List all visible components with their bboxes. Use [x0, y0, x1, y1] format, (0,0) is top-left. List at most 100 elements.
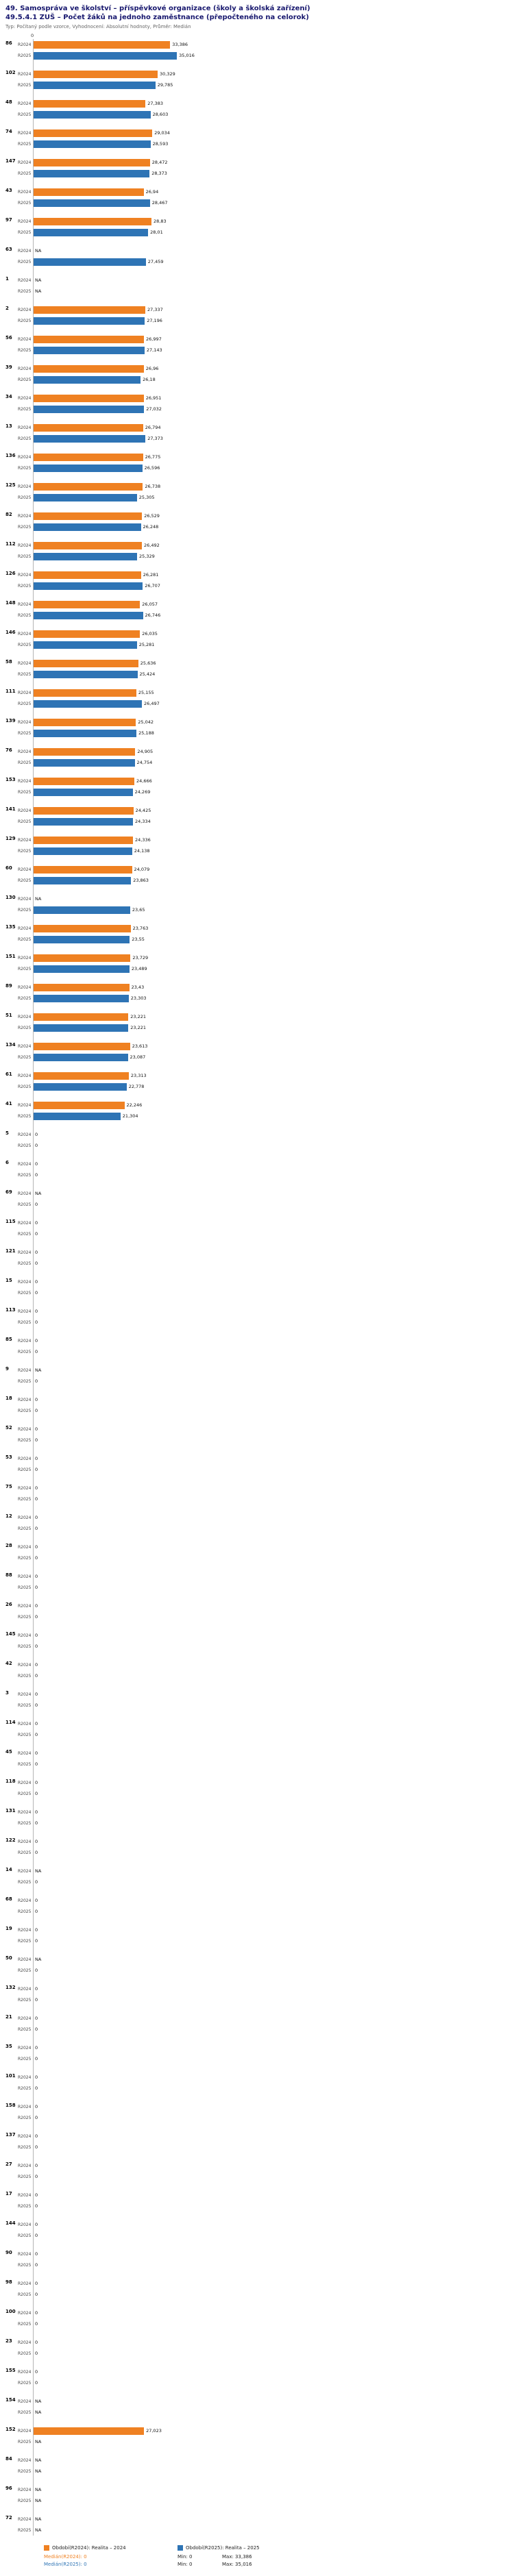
- bar: [33, 729, 137, 737]
- row-lines: R2024 NA R2025 0: [18, 1188, 509, 1210]
- row-id: 72: [5, 2515, 12, 2521]
- series-label: R2025: [18, 642, 32, 647]
- row-id: 52: [5, 1425, 12, 1431]
- bar-value: 0: [35, 2380, 38, 2386]
- row-id: 17: [5, 2191, 12, 2196]
- bar-value: 0: [35, 1898, 38, 1903]
- series-label: R2024: [18, 1367, 32, 1373]
- bar: [33, 1042, 130, 1050]
- row-id: 58: [5, 659, 12, 665]
- series-label: R2024: [18, 2045, 32, 2051]
- row-line-r2024: R2024 27,023: [18, 2425, 509, 2436]
- chart-row: 118 R2024 0 R2025 0: [5, 1777, 509, 1799]
- row-line-r2024: R2024 NA: [18, 2396, 509, 2407]
- row-line-r2024: R2024 0: [18, 1394, 509, 1405]
- bar-value: 0: [35, 1585, 38, 1590]
- series-label: R2024: [18, 1574, 32, 1579]
- row-id: 155: [5, 2368, 16, 2373]
- bar-chart: 0 86 R2024 33,386 R2025 35,016 102: [5, 33, 509, 2536]
- chart-row: 151 R2024 23,729 R2025 23,489: [5, 952, 509, 974]
- row-line-r2024: R2024 29,034: [18, 127, 509, 138]
- row-lines: R2024 0 R2025 0: [18, 1777, 509, 1799]
- series-label: R2024: [18, 2192, 32, 2198]
- row-id: 6: [5, 1160, 9, 1165]
- series-label: R2024: [18, 808, 32, 813]
- bar: [33, 99, 146, 108]
- chart-row: 89 R2024 23,43 R2025 23,303: [5, 982, 509, 1004]
- bar-value: 0: [35, 1761, 38, 1767]
- chart-row: 136 R2024 26,775 R2025 26,596: [5, 451, 509, 473]
- row-line-r2025: R2025 0: [18, 1494, 509, 1504]
- chart-row: 50 R2024 NA R2025 0: [5, 1954, 509, 1976]
- bar-value: NA: [35, 2498, 42, 2503]
- series-label: R2025: [18, 141, 32, 147]
- bar-value: 27,383: [147, 101, 164, 106]
- bar-value: 0: [35, 1673, 38, 1679]
- bar: [33, 375, 141, 384]
- chart-row: 21 R2024 0 R2025 0: [5, 2013, 509, 2035]
- row-line-r2025: R2025 0: [18, 1287, 509, 1298]
- row-line-r2024: R2024 26,94: [18, 186, 509, 197]
- row-line-r2025: R2025 NA: [18, 2525, 509, 2536]
- chart-row: 86 R2024 33,386 R2025 35,016: [5, 39, 509, 61]
- bar-value: 0: [35, 1968, 38, 1973]
- row-id: 48: [5, 99, 12, 105]
- series-label: R2024: [18, 602, 32, 607]
- bar-value: 24,269: [134, 789, 151, 795]
- row-line-r2024: R2024 26,035: [18, 628, 509, 639]
- bar-value: 27,032: [146, 406, 162, 412]
- series-label: R2025: [18, 730, 32, 736]
- row-line-r2025: R2025 0: [18, 1641, 509, 1652]
- row-line-r2024: R2024 0: [18, 1571, 509, 1582]
- series-label: R2025: [18, 2439, 32, 2444]
- row-line-r2024: R2024 0: [18, 2072, 509, 2083]
- bar-value: 26,18: [143, 377, 156, 382]
- row-lines: R2024 0 R2025 0: [18, 2337, 509, 2359]
- series-label: R2024: [18, 1485, 32, 1491]
- chart-row: 100 R2024 0 R2025 0: [5, 2307, 509, 2329]
- bar: [33, 482, 143, 491]
- bar-value: 25,424: [139, 671, 156, 677]
- chart-row: 97 R2024 28,83 R2025 28,01: [5, 216, 509, 238]
- row-id: 100: [5, 2309, 16, 2314]
- row-id: 13: [5, 423, 12, 429]
- row-line-r2024: R2024 0: [18, 1807, 509, 1818]
- row-lines: R2024 0 R2025 0: [18, 1571, 509, 1593]
- chart-row: 72 R2024 NA R2025 NA: [5, 2514, 509, 2536]
- series-label: R2024: [18, 543, 32, 548]
- row-line-r2025: R2025 26,248: [18, 521, 509, 532]
- bar: [33, 788, 133, 796]
- series-label: R2024: [18, 1633, 32, 1638]
- row-line-r2025: R2025 23,087: [18, 1052, 509, 1063]
- chart-row: 130 R2024 NA R2025 23,65: [5, 893, 509, 915]
- row-lines: R2024 0 R2025 0: [18, 1453, 509, 1475]
- chart-row: 102 R2024 30,329 R2025 29,785: [5, 69, 509, 90]
- row-line-r2024: R2024 24,666: [18, 776, 509, 787]
- bar-value: 0: [35, 2045, 38, 2051]
- bar-value: 0: [35, 1721, 38, 1726]
- chart-row: 63 R2024 NA R2025 27,459: [5, 245, 509, 267]
- series-label: R2025: [18, 1968, 32, 1973]
- chart-row: 153 R2024 24,666 R2025 24,269: [5, 776, 509, 797]
- chart-row: 2 R2024 27,337 R2025 27,196: [5, 304, 509, 326]
- row-lines: R2024 27,023 R2025 NA: [18, 2425, 509, 2447]
- row-line-r2024: R2024 0: [18, 2101, 509, 2112]
- bar: [33, 306, 145, 314]
- row-lines: R2024 0 R2025 0: [18, 2072, 509, 2094]
- bar-value: 0: [35, 1820, 38, 1826]
- row-lines: R2024 0 R2025 0: [18, 2160, 509, 2182]
- series-label: R2024: [18, 1721, 32, 1726]
- bar: [33, 954, 131, 962]
- series-label: R2025: [18, 1025, 32, 1030]
- chart-row: 131 R2024 0 R2025 0: [5, 1807, 509, 1829]
- series-label: R2025: [18, 1614, 32, 1620]
- bar: [33, 1072, 129, 1080]
- bar-value: 25,281: [138, 642, 155, 647]
- series-label: R2024: [18, 690, 32, 695]
- bar-value: 26,794: [145, 425, 161, 430]
- row-lines: R2024 0 R2025 0: [18, 1541, 509, 1563]
- chart-row: 48 R2024 27,383 R2025 28,603: [5, 98, 509, 120]
- row-id: 1: [5, 276, 9, 282]
- bar-value: 0: [35, 1603, 38, 1609]
